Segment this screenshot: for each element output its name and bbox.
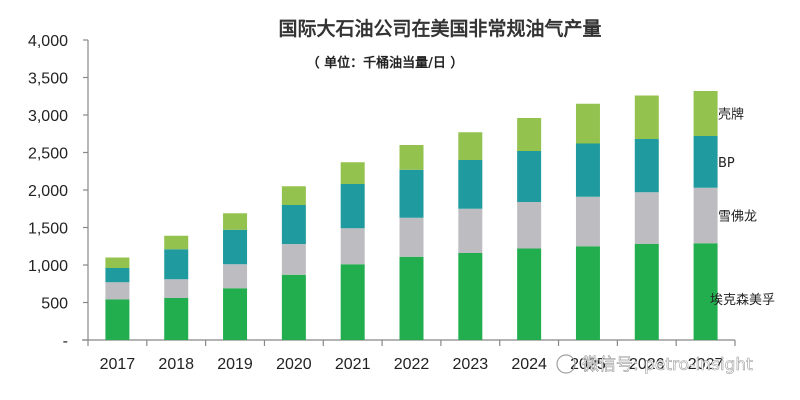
bar-segment (281, 186, 306, 205)
x-tick-label: 2024 (511, 356, 547, 373)
bar-segment (281, 274, 306, 340)
series-label: 壳牌 (718, 107, 744, 123)
bar-segment (517, 118, 542, 151)
chart-title: 国际大石油公司在美国非常规油气产量 (278, 17, 601, 40)
series-label: BP (718, 156, 735, 171)
bar-segment (693, 243, 718, 340)
bar-segment (693, 91, 718, 136)
bar-segment (105, 282, 130, 300)
series-labels: 埃克森美孚 雪佛龙 BP 壳牌 (710, 107, 775, 309)
bar-segment (634, 192, 659, 244)
y-tick-label: 500 (41, 296, 68, 313)
bar-segment (399, 169, 424, 218)
bar-segment (223, 264, 248, 289)
x-tick-label: 2018 (158, 356, 194, 373)
series-label: 埃克森美孚 (710, 293, 775, 308)
chart-subtitle: （ 单位：千桶油当量/日 ） (307, 55, 464, 71)
bar-segment (340, 228, 365, 265)
bars (105, 91, 718, 340)
bar-segment (164, 235, 189, 250)
x-tick-label: 2021 (335, 356, 371, 373)
bar-segment (281, 244, 306, 275)
y-axis: - 500 1,000 1,500 2,000 2,500 3,000 3,500 4,000 (28, 33, 89, 350)
y-tick-label: 3,500 (28, 71, 68, 88)
bar-segment (458, 132, 483, 160)
x-axis: 2017 2018 2019 2020 2021 2022 2023 2024 2025 2026… (82, 339, 736, 373)
y-tick-label: 2,000 (28, 183, 68, 200)
bar-segment (693, 136, 718, 188)
bar-segment (223, 229, 248, 265)
bar-segment (634, 139, 659, 193)
bar-segment (693, 187, 718, 244)
x-tick-label: 2023 (453, 356, 489, 373)
wechat-icon (556, 354, 576, 374)
bar-segment (517, 151, 542, 202)
y-tick-label: 3,000 (28, 108, 68, 125)
bar-segment (458, 208, 483, 253)
x-tick-label: 2027 (688, 356, 724, 373)
x-tick-label: 2026 (629, 356, 665, 373)
bar-segment (458, 160, 483, 209)
bar-segment (399, 217, 424, 257)
y-tick-label: 4,000 (28, 33, 68, 50)
x-tick-label: 2025 (570, 356, 606, 373)
bar-segment (105, 268, 130, 283)
y-tick-label: 1,500 (28, 221, 68, 238)
bar-segment (399, 256, 424, 340)
y-tick-label: - (63, 333, 68, 350)
bar-segment (340, 264, 365, 340)
x-tick-label: 2019 (217, 356, 253, 373)
bar-segment (517, 202, 542, 249)
bar-segment (399, 145, 424, 170)
bar-segment (105, 299, 130, 340)
bar-segment (517, 248, 542, 340)
x-tick-label: 2017 (100, 356, 136, 373)
bar-segment (164, 249, 189, 280)
bar-segment (164, 279, 189, 298)
series-label: 雪佛龙 (718, 210, 757, 225)
bar-segment (340, 162, 365, 184)
bar-segment (575, 143, 600, 197)
y-tick-label: 1,000 (28, 258, 68, 275)
bar-segment (575, 246, 600, 340)
x-tick-label: 2020 (276, 356, 312, 373)
bar-segment (634, 95, 659, 139)
bar-segment (164, 298, 189, 340)
bar-segment (105, 257, 130, 268)
bar-segment (223, 288, 248, 340)
bar-segment (223, 213, 248, 230)
bar-segment (634, 244, 659, 340)
bar-segment (575, 103, 600, 144)
bar-segment (458, 253, 483, 340)
bar-segment (340, 184, 365, 229)
watermark-text: 微信号: petro-insight (582, 355, 753, 375)
bar-segment (281, 205, 306, 244)
bar-segment (575, 196, 600, 247)
watermark: 微信号: petro-insight (556, 354, 753, 375)
y-tick-label: 2,500 (28, 146, 68, 163)
x-tick-label: 2022 (394, 356, 430, 373)
